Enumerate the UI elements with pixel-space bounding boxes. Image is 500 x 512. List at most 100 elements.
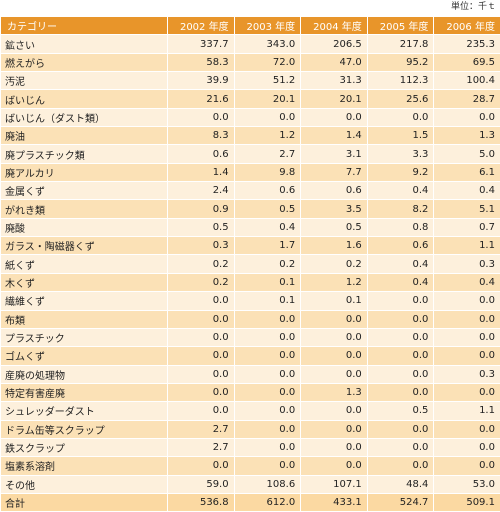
value-cell: 0.0	[168, 108, 235, 126]
value-cell: 0.4	[367, 182, 434, 200]
value-cell: 8.2	[367, 200, 434, 218]
value-cell: 0.4	[434, 182, 500, 200]
value-cell: 0.0	[367, 383, 434, 401]
value-cell: 0.1	[234, 273, 301, 291]
value-cell: 1.3	[301, 383, 368, 401]
value-cell: 0.8	[367, 218, 434, 236]
value-cell: 107.1	[301, 475, 368, 493]
value-cell: 0.0	[168, 402, 235, 420]
header-2005: 2005 年度	[367, 17, 434, 35]
value-cell: 343.0	[234, 35, 301, 53]
value-cell: 0.0	[234, 310, 301, 328]
value-cell: 0.0	[234, 402, 301, 420]
value-cell: 0.0	[434, 420, 500, 438]
value-cell: 20.1	[301, 90, 368, 108]
value-cell: 0.2	[301, 255, 368, 273]
value-cell: 536.8	[168, 493, 235, 511]
value-cell: 0.0	[434, 328, 500, 346]
value-cell: 0.0	[168, 292, 235, 310]
value-cell: 0.0	[234, 328, 301, 346]
category-cell: 産廃の処理物	[1, 365, 168, 383]
value-cell: 524.7	[367, 493, 434, 511]
category-cell: 紙くず	[1, 255, 168, 273]
value-cell: 0.0	[301, 402, 368, 420]
value-cell: 0.2	[168, 255, 235, 273]
category-cell: 鉱さい	[1, 35, 168, 53]
value-cell: 0.0	[234, 383, 301, 401]
value-cell: 39.9	[168, 72, 235, 90]
value-cell: 0.0	[168, 328, 235, 346]
value-cell: 48.4	[367, 475, 434, 493]
value-cell: 0.4	[367, 255, 434, 273]
value-cell: 0.6	[367, 237, 434, 255]
category-cell: ドラム缶等スクラップ	[1, 420, 168, 438]
value-cell: 0.0	[367, 108, 434, 126]
value-cell: 1.7	[234, 237, 301, 255]
category-cell: 合計	[1, 493, 168, 511]
value-cell: 0.2	[168, 273, 235, 291]
value-cell: 0.0	[301, 420, 368, 438]
category-cell: 木くず	[1, 273, 168, 291]
value-cell: 0.0	[367, 328, 434, 346]
value-cell: 2.4	[168, 182, 235, 200]
value-cell: 1.2	[234, 127, 301, 145]
unit-label: 単位：千ｔ	[0, 0, 496, 15]
header-2006: 2006 年度	[434, 17, 500, 35]
value-cell: 112.3	[367, 72, 434, 90]
value-cell: 0.0	[168, 457, 235, 475]
category-cell: 鉄スクラップ	[1, 438, 168, 456]
value-cell: 47.0	[301, 53, 368, 71]
value-cell: 9.2	[367, 163, 434, 181]
value-cell: 0.5	[234, 200, 301, 218]
value-cell: 6.1	[434, 163, 500, 181]
value-cell: 1.1	[434, 402, 500, 420]
value-cell: 21.6	[168, 90, 235, 108]
value-cell: 0.0	[234, 108, 301, 126]
value-cell: 1.4	[301, 127, 368, 145]
value-cell: 0.3	[434, 255, 500, 273]
value-cell: 0.0	[301, 328, 368, 346]
category-cell: 廃アルカリ	[1, 163, 168, 181]
category-cell: 繊維くず	[1, 292, 168, 310]
value-cell: 5.0	[434, 145, 500, 163]
data-table: カテゴリー 2002 年度 2003 年度 2004 年度 2005 年度 20…	[0, 16, 500, 512]
value-cell: 69.5	[434, 53, 500, 71]
value-cell: 100.4	[434, 72, 500, 90]
value-cell: 2.7	[168, 438, 235, 456]
value-cell: 9.8	[234, 163, 301, 181]
value-cell: 217.8	[367, 35, 434, 53]
category-cell: シュレッダーダスト	[1, 402, 168, 420]
value-cell: 53.0	[434, 475, 500, 493]
value-cell: 0.0	[301, 457, 368, 475]
value-cell: 25.6	[367, 90, 434, 108]
category-cell: ばいじん（ダスト類）	[1, 108, 168, 126]
value-cell: 0.0	[367, 420, 434, 438]
value-cell: 0.6	[234, 182, 301, 200]
value-cell: 3.3	[367, 145, 434, 163]
category-cell: 燃えがら	[1, 53, 168, 71]
value-cell: 1.3	[434, 127, 500, 145]
value-cell: 0.0	[434, 457, 500, 475]
value-cell: 612.0	[234, 493, 301, 511]
value-cell: 337.7	[168, 35, 235, 53]
header-category: カテゴリー	[1, 17, 168, 35]
category-cell: 金属くず	[1, 182, 168, 200]
value-cell: 0.0	[234, 420, 301, 438]
value-cell: 0.1	[301, 292, 368, 310]
value-cell: 8.3	[168, 127, 235, 145]
